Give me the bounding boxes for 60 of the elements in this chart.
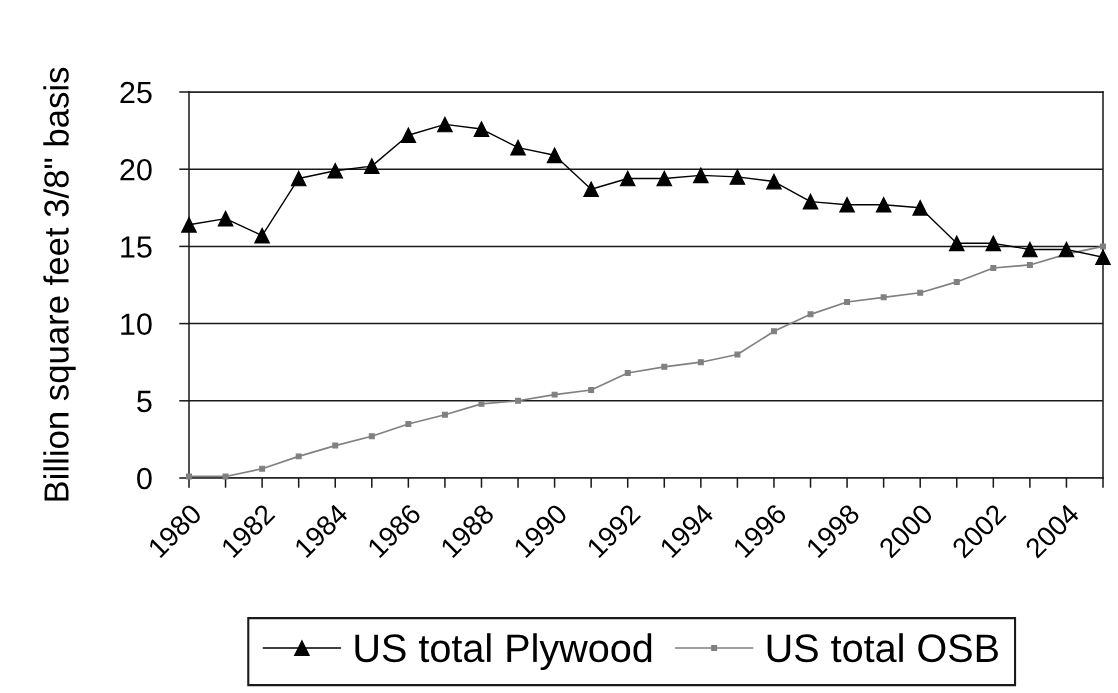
point (332, 442, 339, 449)
point (546, 147, 563, 164)
point (770, 328, 777, 335)
point (1022, 241, 1038, 258)
point (1100, 243, 1106, 250)
point (844, 298, 851, 305)
point (624, 370, 631, 376)
point (295, 453, 302, 460)
point (734, 351, 741, 358)
point (583, 181, 600, 198)
point (368, 433, 375, 440)
point (515, 397, 522, 404)
point (441, 411, 448, 418)
point (551, 391, 558, 398)
legend-label: US total Plywood (355, 633, 652, 671)
point (1095, 249, 1111, 266)
point (254, 227, 270, 244)
point (880, 294, 887, 301)
point (985, 235, 1002, 252)
point (875, 196, 892, 213)
point (259, 465, 266, 472)
point (661, 363, 668, 370)
point (619, 170, 636, 187)
point (1026, 261, 1033, 268)
point (692, 167, 709, 184)
point (405, 420, 412, 427)
y-tick-label: 5 (137, 390, 152, 413)
point (953, 278, 960, 285)
point (222, 473, 229, 480)
legend-label: US total OSB (767, 633, 998, 663)
point (478, 400, 485, 407)
point (802, 193, 819, 210)
point (697, 359, 704, 366)
point (839, 196, 855, 213)
point (917, 289, 924, 296)
point (766, 173, 782, 190)
point (186, 473, 192, 480)
point (729, 169, 746, 185)
y-tick-label: 25 (120, 81, 152, 104)
y-tick-label: 10 (121, 313, 152, 335)
point (510, 139, 526, 156)
point (588, 387, 595, 393)
point (948, 235, 965, 252)
point (400, 127, 417, 144)
point (217, 210, 234, 227)
point (473, 121, 490, 137)
point (181, 216, 197, 233)
y-tick-label: 0 (137, 467, 152, 490)
point (990, 265, 997, 272)
y-axis-title: Billion square feet 3/8" basis (43, 67, 76, 501)
point (437, 116, 453, 133)
point (807, 311, 814, 318)
point (327, 162, 344, 179)
point (1058, 241, 1075, 258)
point (912, 199, 929, 216)
y-tick-label: 15 (121, 236, 152, 258)
point (363, 158, 380, 174)
y-tick-label: 20 (120, 158, 152, 181)
point (290, 170, 307, 187)
point (656, 170, 673, 187)
